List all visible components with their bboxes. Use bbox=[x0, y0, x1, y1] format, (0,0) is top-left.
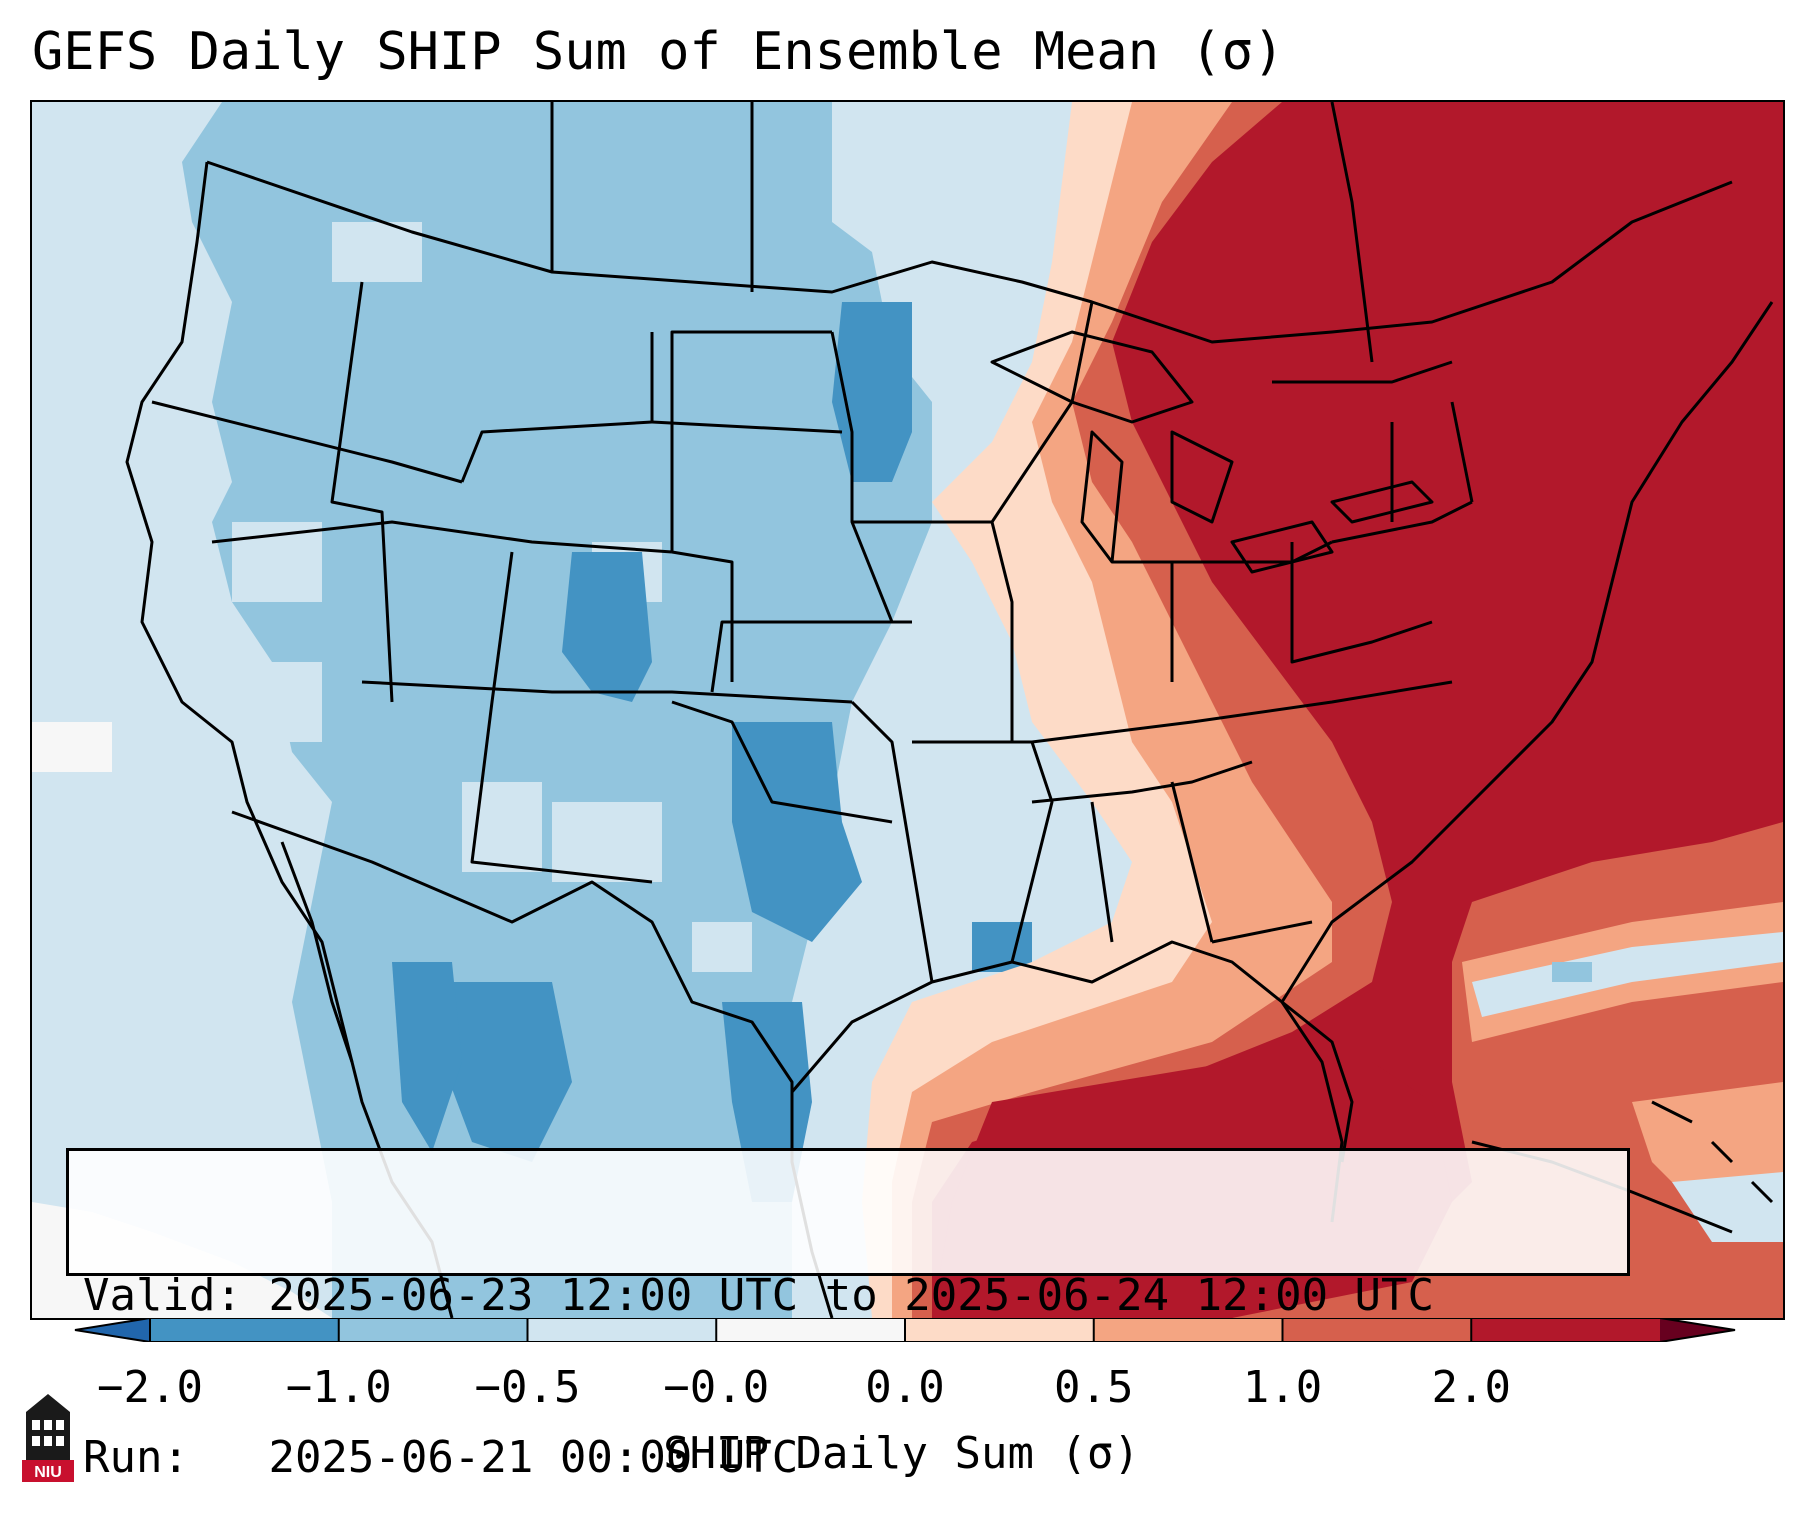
colorbar-segment bbox=[150, 1318, 340, 1342]
run-value: 2025-06-21 00:00 UTC bbox=[268, 1432, 799, 1483]
colorbar-extend-high bbox=[1660, 1318, 1735, 1342]
map-canvas bbox=[32, 102, 1783, 1318]
field-atlantic-band bbox=[1462, 902, 1783, 1242]
niu-logo-icon: NIU bbox=[22, 1394, 74, 1482]
colorbar-segment bbox=[527, 1318, 717, 1342]
page-title: GEFS Daily SHIP Sum of Ensemble Mean (σ) bbox=[32, 22, 1285, 82]
run-line: Run: 2025-06-21 00:00 UTC bbox=[83, 1431, 1613, 1485]
colorbar-segment bbox=[905, 1318, 1095, 1342]
niu-logo-text: NIU bbox=[34, 1464, 62, 1481]
colorbar-extend-low bbox=[75, 1318, 150, 1342]
map-panel bbox=[30, 100, 1785, 1320]
valid-label: Valid: bbox=[83, 1270, 242, 1321]
colorbar-label: SHIP Daily Sum (σ) bbox=[663, 1428, 1140, 1479]
info-box: Valid: 2025-06-23 12:00 UTC to 2025-06-2… bbox=[66, 1148, 1630, 1483]
colorbar-segment bbox=[338, 1318, 528, 1342]
colorbar-outline bbox=[74, 1318, 1736, 1342]
borders bbox=[125, 102, 1774, 1318]
colorbar-tick-label: 0.0 bbox=[865, 1362, 945, 1413]
colorbar bbox=[74, 1318, 1736, 1342]
colorbar-tick-label: −2.0 bbox=[97, 1362, 203, 1413]
run-label: Run: bbox=[83, 1432, 189, 1483]
valid-line: Valid: 2025-06-23 12:00 UTC to 2025-06-2… bbox=[83, 1269, 1613, 1323]
colorbar-tick-label: −0.0 bbox=[663, 1362, 770, 1413]
colorbar-tick-label: −1.0 bbox=[285, 1362, 392, 1413]
colorbar-segment bbox=[1093, 1318, 1283, 1342]
colorbar-tick-label: 0.5 bbox=[1054, 1362, 1134, 1413]
colorbar-tick-label: 1.0 bbox=[1242, 1362, 1323, 1413]
valid-value: 2025-06-23 12:00 UTC to 2025-06-24 12:00… bbox=[268, 1270, 1435, 1321]
colorbar-segment bbox=[1282, 1318, 1472, 1342]
colorbar-segment bbox=[1471, 1318, 1661, 1342]
colorbar-tick-label: −0.5 bbox=[474, 1362, 581, 1413]
colorbar-segment bbox=[716, 1318, 906, 1342]
colorbar-tick-label: 2.0 bbox=[1431, 1362, 1511, 1413]
